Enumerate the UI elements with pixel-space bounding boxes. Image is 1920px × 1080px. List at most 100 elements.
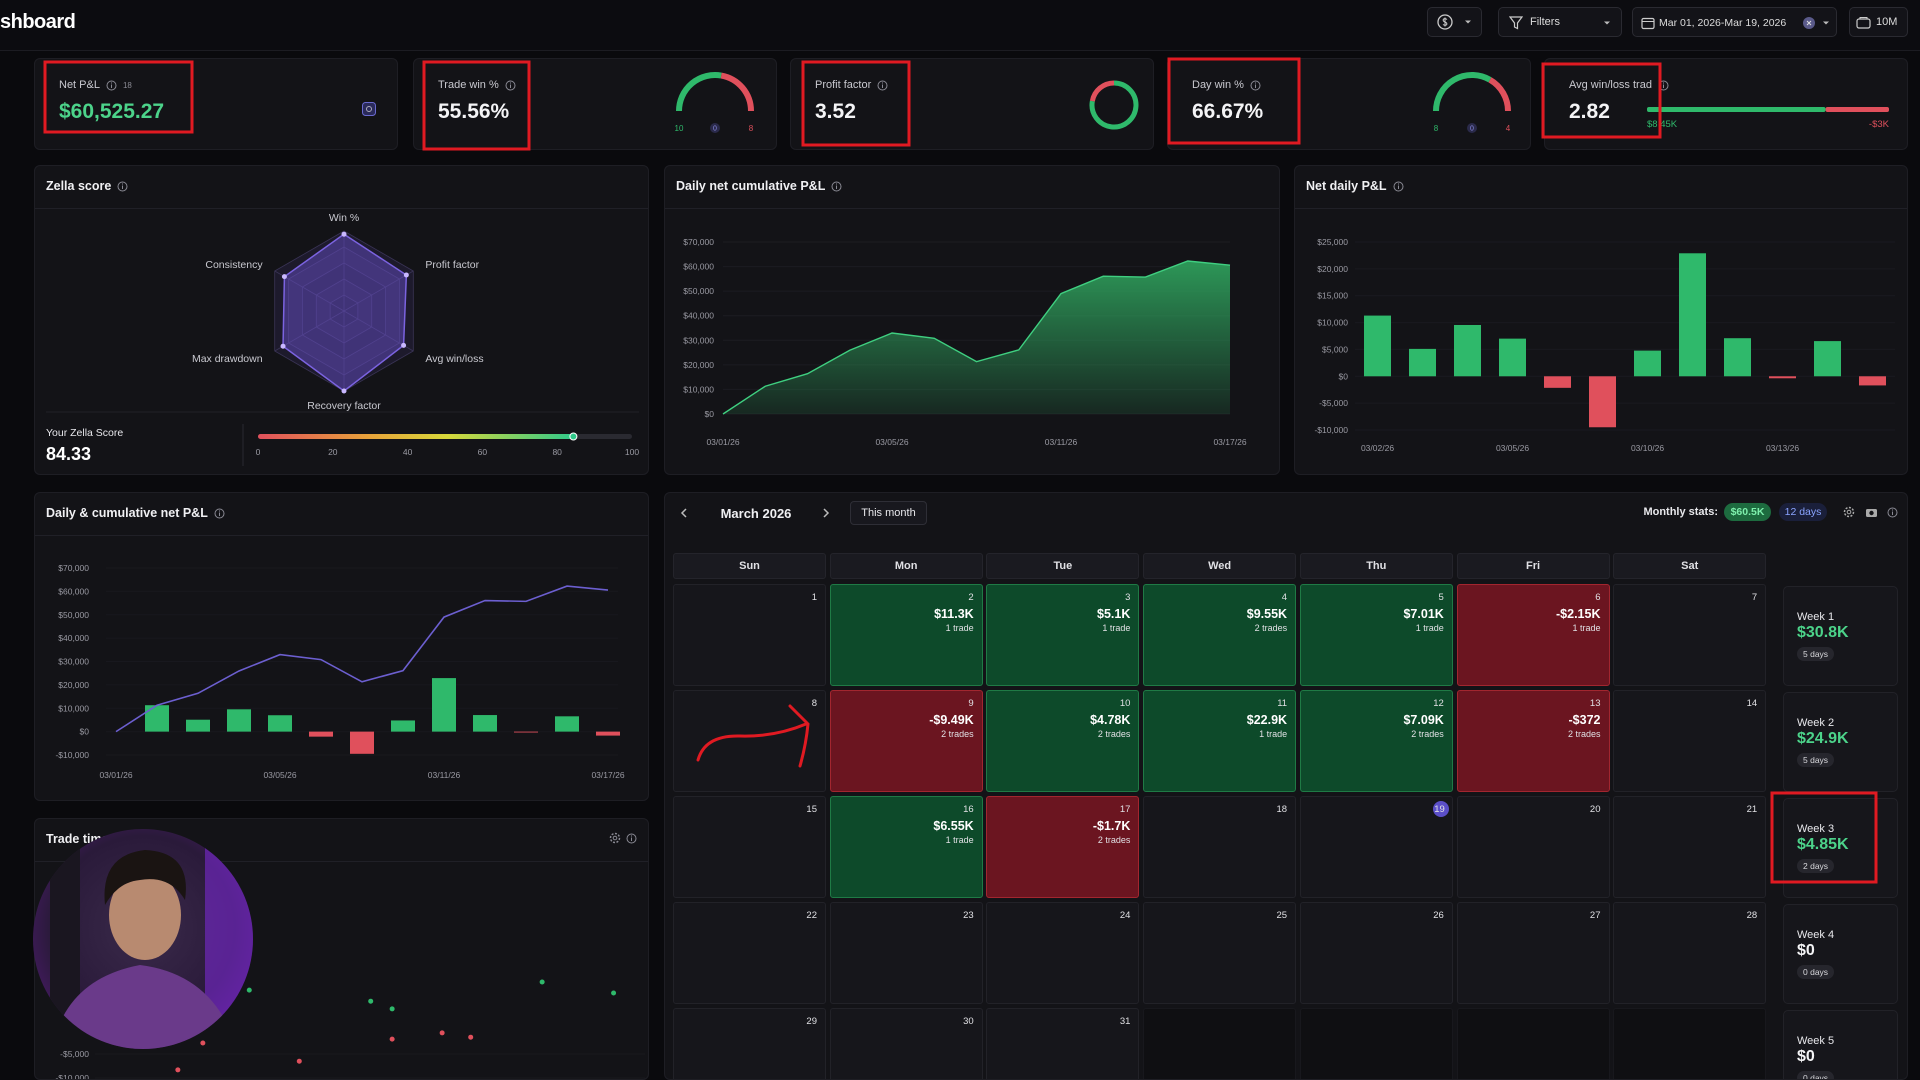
y-tick-label: -$5,000: [60, 1049, 89, 1059]
day-cell[interactable]: 4 $9.55K 2 trades: [1143, 584, 1297, 686]
x-tick-label: 03/05/26: [263, 770, 296, 780]
trade-point: [389, 1036, 395, 1042]
x-tick-label: 03/02/26: [1361, 443, 1394, 453]
trade-point: [200, 1040, 206, 1046]
day-cell[interactable]: 2 $11.3K 1 trade: [829, 584, 983, 686]
avg-loss-label: -$3K: [1869, 119, 1890, 130]
day-cell[interactable]: 26: [1299, 902, 1453, 1004]
y-tick-label: -$10,000: [55, 1073, 89, 1080]
clear-icon-part: [1806, 20, 1812, 26]
y-tick-label: -$5,000: [1319, 398, 1348, 408]
day-cell[interactable]: 3 $5.1K 1 trade: [986, 584, 1140, 686]
week-label: Week 2: [1797, 717, 1835, 729]
week-summary: Week 3 $4.85K 2 days: [1783, 798, 1898, 898]
info-icon: [1658, 80, 1669, 90]
day-number: 7: [1751, 592, 1758, 603]
score-scale-label: 40: [403, 447, 413, 457]
day-trades: 1 trade: [1102, 623, 1131, 633]
y-tick-label: $20,000: [683, 360, 714, 370]
currency-selector[interactable]: [1427, 7, 1482, 37]
x-tick-label: 03/05/26: [875, 437, 908, 447]
day-cell[interactable]: 29: [673, 1008, 826, 1079]
y-tick-label: $60,000: [58, 586, 89, 596]
info-icon-part: [117, 181, 128, 191]
stat-value: $60,525.27: [59, 100, 165, 123]
day-pnl: $7.09K: [1403, 713, 1444, 727]
trade-point: [296, 1058, 302, 1064]
day-cell[interactable]: 22: [673, 902, 826, 1004]
radar-point: [281, 274, 287, 280]
day-cell[interactable]: 12 $7.09K 2 trades: [1299, 690, 1453, 792]
day-trades: 2 trades: [1097, 835, 1131, 845]
day-cell[interactable]: 8: [673, 690, 826, 792]
gauge-loss-count: 4: [1506, 124, 1511, 133]
stat-label: Day win %: [1192, 79, 1244, 91]
score-marker: [569, 432, 578, 441]
gauge: 10 0 8: [675, 72, 754, 133]
this-month-button[interactable]: This month: [850, 501, 927, 525]
stat-label-row: Net P&L 18: [59, 79, 132, 91]
month-label: March 2026: [720, 506, 792, 521]
panel-title: Net daily P&L: [1306, 179, 1387, 193]
day-cell[interactable]: 17 -$1.7K 2 trades: [986, 796, 1140, 898]
week-days: 0 days: [1797, 965, 1835, 979]
day-cell[interactable]: 20: [1456, 796, 1610, 898]
info-icon: [877, 80, 888, 90]
bar: [186, 719, 210, 732]
stat-label-row: Avg win/loss trad: [1569, 79, 1669, 91]
chevron-icon-part: [1465, 20, 1471, 24]
weekday-header: Wed: [1143, 553, 1297, 579]
day-cell[interactable]: 31: [986, 1008, 1140, 1079]
cumulative-pnl-panel: Daily net cumulative P&L $0 $10,000 $20,000…: [664, 165, 1280, 475]
y-tick-label: $70,000: [58, 563, 89, 573]
account-button[interactable]: 10M: [1849, 7, 1908, 37]
panel-canvas: -$10,000 $0 $10,000 $20,000 $30,000 $40,000 $5…: [55, 563, 624, 780]
day-cell[interactable]: 21: [1613, 796, 1767, 898]
y-tick-label: $20,000: [58, 680, 89, 690]
clear-icon: [1803, 17, 1815, 29]
stat-card: Trade win % 55.56% 10 0 8: [413, 58, 777, 150]
day-trades: 2 trades: [941, 729, 974, 739]
day-number: 16: [963, 804, 974, 815]
day-cell[interactable]: 11 $22.9K 1 trade: [1143, 690, 1297, 792]
day-number: 23: [963, 910, 974, 921]
x-tick-label: 03/11/26: [1045, 437, 1078, 447]
day-cell[interactable]: 14: [1613, 690, 1767, 792]
day-cell[interactable]: 7: [1613, 584, 1767, 686]
day-cell[interactable]: 24: [986, 902, 1140, 1004]
y-tick-label: $40,000: [683, 311, 714, 321]
day-cell[interactable]: 13 -$372 2 trades: [1456, 690, 1610, 792]
next-month[interactable]: [821, 507, 831, 519]
prev-month[interactable]: [679, 507, 689, 519]
day-cell[interactable]: 15: [673, 796, 826, 898]
day-cell[interactable]: 25: [1143, 902, 1297, 1004]
score-scale-label: 100: [625, 447, 639, 457]
daily-pnl-panel: Net daily P&L -$10,000 -$5,000 $0 $5,000 $10,…: [1294, 165, 1908, 475]
day-cell[interactable]: 30: [829, 1008, 983, 1079]
day-trades: 2 trades: [1411, 729, 1444, 739]
day-cell: [1613, 1008, 1767, 1079]
bar: [268, 715, 292, 732]
day-cell[interactable]: 18: [1143, 796, 1297, 898]
y-tick-label: $0: [80, 727, 90, 737]
day-cell[interactable]: 1: [673, 584, 826, 686]
day-cell[interactable]: 6 -$2.15K 1 trade: [1456, 584, 1610, 686]
day-cell[interactable]: 19: [1299, 796, 1453, 898]
info-icon: [117, 181, 128, 191]
day-cell[interactable]: 23: [829, 902, 983, 1004]
day-number: 15: [806, 804, 817, 815]
day-cell[interactable]: 5 $7.01K 1 trade: [1299, 584, 1453, 686]
date-range-button[interactable]: Mar 01, 2026-Mar 19, 2026: [1632, 7, 1837, 37]
today-marker: [1432, 801, 1449, 817]
day-cell[interactable]: 27: [1456, 902, 1610, 1004]
filters-button[interactable]: Filters: [1498, 7, 1622, 37]
day-cell[interactable]: 10 $4.78K 2 trades: [986, 690, 1140, 792]
day-cell: [1299, 1008, 1453, 1079]
day-cell[interactable]: 16 $6.55K 1 trade: [829, 796, 983, 898]
radar-point: [341, 231, 347, 237]
y-tick-label: $0: [1339, 371, 1349, 381]
day-cell[interactable]: 28: [1613, 902, 1767, 1004]
day-cell[interactable]: 9 -$9.49K 2 trades: [829, 690, 983, 792]
cumulative-line: [722, 260, 1231, 415]
day-pnl: $22.9K: [1246, 713, 1288, 727]
